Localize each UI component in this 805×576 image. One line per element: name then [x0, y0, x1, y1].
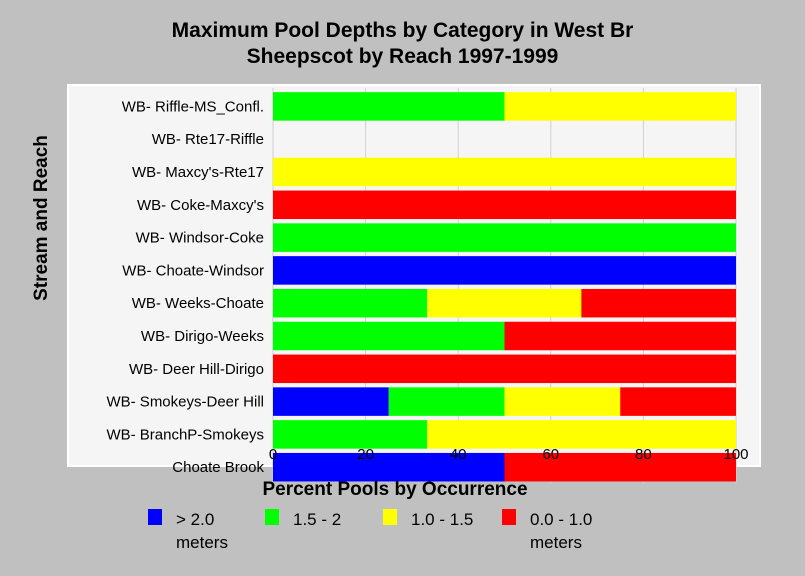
- bar-segment: [273, 452, 505, 482]
- bar-segment: [273, 92, 505, 121]
- x-tick-label: 0: [269, 446, 277, 463]
- bar-segment: [427, 420, 736, 449]
- legend-label: > 2.0 meters: [176, 510, 228, 552]
- bar-segment: [273, 354, 736, 384]
- legend-swatch: [383, 509, 397, 525]
- x-tick-label: 60: [542, 446, 559, 463]
- legend-item: > 2.0 meters: [148, 508, 266, 554]
- legend-label: 1.0 - 1.5: [411, 510, 474, 529]
- bar-segment: [273, 321, 505, 351]
- x-tick-label: 40: [450, 446, 467, 463]
- bar-segment: [388, 387, 505, 416]
- legend-label: 0.0 - 1.0 meters: [530, 510, 593, 552]
- legend-label: 1.5 - 2: [293, 510, 342, 529]
- y-tick-label: WB- Choate-Windsor: [122, 262, 264, 279]
- y-tick-label: WB- Windsor-Coke: [136, 230, 264, 247]
- x-tick-label: 80: [635, 446, 652, 463]
- x-tick-label: 100: [723, 446, 748, 463]
- x-axis-label: Percent Pools by Occurrence: [262, 479, 527, 500]
- y-tick-label: WB- Maxcy's-Rte17: [132, 164, 264, 181]
- bar-segment: [273, 223, 736, 252]
- bar-segment: [620, 387, 736, 416]
- bar-segment: [273, 190, 736, 220]
- y-tick-labels: WB- Riffle-MS_Confl. WB- Rte17-Riffle WB- …: [106, 98, 264, 476]
- bar-segment: [273, 387, 389, 416]
- gridlines: [272, 88, 737, 484]
- bar-segment: [273, 420, 428, 449]
- bar-segment: [504, 452, 736, 482]
- bar-segment: [504, 92, 736, 121]
- legend-item: 1.5 - 2: [265, 508, 383, 531]
- bars: [273, 92, 736, 482]
- y-tick-label: Choate Brook: [172, 459, 264, 476]
- y-axis-label: Stream and Reach: [31, 135, 52, 301]
- y-tick-label: WB- Dirigo-Weeks: [141, 328, 264, 345]
- bar-segment: [427, 288, 582, 318]
- bar-segment: [581, 288, 736, 318]
- bar-segment: [273, 256, 736, 285]
- y-tick-label: WB- Rte17-Riffle: [152, 131, 264, 148]
- bar-segment: [273, 288, 428, 318]
- y-tick-label: WB- Riffle-MS_Confl.: [122, 98, 264, 115]
- chart-title-line-2: Sheepscot by Reach 1997-1999: [246, 45, 559, 68]
- bar-segment: [504, 387, 621, 416]
- x-tick-label: 20: [357, 446, 374, 463]
- legend-item: 1.0 - 1.5: [383, 508, 501, 531]
- y-tick-label: WB- Deer Hill-Dirigo: [129, 361, 264, 378]
- x-tick-labels: 0 20 40 60 80 100: [269, 446, 749, 463]
- legend-swatch: [502, 509, 516, 525]
- legend: > 2.0 meters 1.5 - 2 1.0 - 1.5 0.0 - 1.0 mete…: [148, 508, 788, 568]
- y-tick-label: WB- Weeks-Choate: [132, 295, 264, 312]
- chart-title: Maximum Pool Depths by Category in West …: [0, 18, 805, 70]
- legend-swatch: [265, 509, 279, 525]
- y-tick-label: WB- BranchP-Smokeys: [106, 426, 264, 443]
- bar-segment: [504, 321, 736, 351]
- bar-segment: [273, 157, 736, 187]
- y-tick-label: WB- Smokeys-Deer Hill: [106, 394, 264, 411]
- chart-canvas: WB- Riffle-MS_Confl. WB- Rte17-Riffle WB- …: [31, 84, 761, 500]
- y-tick-label: WB- Coke-Maxcy's: [137, 197, 264, 214]
- legend-item: 0.0 - 1.0 meters: [502, 508, 620, 554]
- chart-title-line-1: Maximum Pool Depths by Category in West …: [171, 19, 634, 42]
- legend-swatch: [148, 509, 162, 525]
